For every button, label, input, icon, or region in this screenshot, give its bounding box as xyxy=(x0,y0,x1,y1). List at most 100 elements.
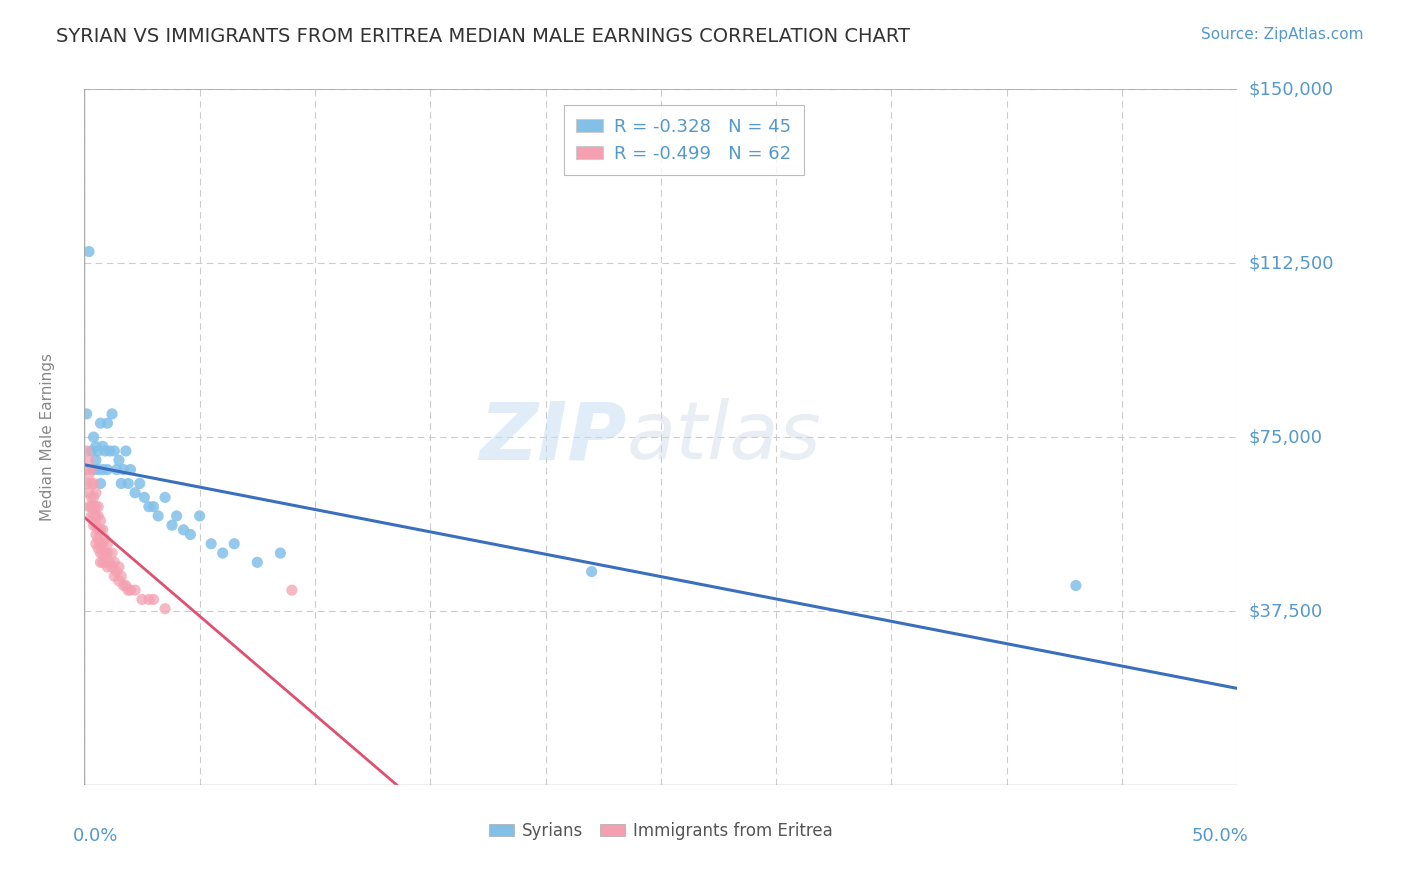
Point xyxy=(84,500,107,514)
Point xyxy=(87,462,110,476)
Point xyxy=(83,491,105,505)
Point xyxy=(112,462,135,476)
Point xyxy=(87,500,110,514)
Point xyxy=(77,244,100,259)
Point xyxy=(124,485,146,500)
Point xyxy=(89,514,111,528)
Point xyxy=(115,578,138,592)
Point xyxy=(80,476,103,491)
Text: 50.0%: 50.0% xyxy=(1192,827,1249,845)
Point xyxy=(80,462,103,476)
Point xyxy=(84,537,107,551)
Point xyxy=(77,453,100,467)
Point xyxy=(153,601,176,615)
Point xyxy=(112,578,135,592)
Point xyxy=(98,555,121,569)
Point xyxy=(80,508,103,523)
Text: Source: ZipAtlas.com: Source: ZipAtlas.com xyxy=(1201,27,1364,42)
Point xyxy=(96,546,118,560)
Point xyxy=(153,491,176,505)
Point xyxy=(101,546,124,560)
Point xyxy=(87,541,110,556)
Text: ZIP: ZIP xyxy=(479,398,626,476)
Point xyxy=(84,508,107,523)
Point xyxy=(138,500,160,514)
Point xyxy=(87,523,110,537)
Point xyxy=(80,491,103,505)
Point xyxy=(128,476,150,491)
Legend: Syrians, Immigrants from Eritrea: Syrians, Immigrants from Eritrea xyxy=(482,815,839,847)
Point xyxy=(76,407,98,421)
Point xyxy=(91,439,114,453)
Point xyxy=(101,560,124,574)
Text: 0.0%: 0.0% xyxy=(73,827,118,845)
Point xyxy=(131,592,153,607)
Point xyxy=(138,592,160,607)
Point xyxy=(89,476,111,491)
Point xyxy=(173,523,195,537)
Point xyxy=(142,592,165,607)
Point xyxy=(84,518,107,533)
Point xyxy=(89,546,111,560)
Point xyxy=(84,453,107,467)
Point xyxy=(117,476,139,491)
Point xyxy=(77,467,100,482)
Point xyxy=(91,537,114,551)
Point xyxy=(1064,578,1087,592)
Point xyxy=(146,508,169,523)
Point xyxy=(246,555,269,569)
Text: $112,500: $112,500 xyxy=(1249,254,1334,272)
Point xyxy=(83,518,105,533)
Point xyxy=(101,407,124,421)
Point xyxy=(160,518,183,533)
Point xyxy=(94,532,117,546)
Point xyxy=(76,476,98,491)
Point xyxy=(77,500,100,514)
Point xyxy=(89,537,111,551)
Point xyxy=(98,444,121,458)
Point xyxy=(87,444,110,458)
Text: atlas: atlas xyxy=(626,398,821,476)
Point xyxy=(96,462,118,476)
Point xyxy=(91,555,114,569)
Point xyxy=(96,537,118,551)
Point xyxy=(84,439,107,453)
Point xyxy=(211,546,233,560)
Point xyxy=(110,476,132,491)
Point xyxy=(108,574,131,588)
Point xyxy=(103,569,125,583)
Point xyxy=(179,527,201,541)
Point xyxy=(80,444,103,458)
Point xyxy=(142,500,165,514)
Point xyxy=(105,462,128,476)
Point xyxy=(96,560,118,574)
Point xyxy=(105,565,128,579)
Point xyxy=(83,500,105,514)
Point xyxy=(120,583,142,598)
Point xyxy=(96,416,118,430)
Point xyxy=(269,546,291,560)
Point xyxy=(103,555,125,569)
Point xyxy=(103,444,125,458)
Point xyxy=(108,453,131,467)
Point xyxy=(89,555,111,569)
Point xyxy=(87,508,110,523)
Point xyxy=(134,491,156,505)
Point xyxy=(117,583,139,598)
Point xyxy=(83,430,105,444)
Point xyxy=(83,476,105,491)
Text: SYRIAN VS IMMIGRANTS FROM ERITREA MEDIAN MALE EARNINGS CORRELATION CHART: SYRIAN VS IMMIGRANTS FROM ERITREA MEDIAN… xyxy=(56,27,910,45)
Point xyxy=(84,527,107,541)
Point xyxy=(94,555,117,569)
Point xyxy=(91,462,114,476)
Point xyxy=(83,508,105,523)
Point xyxy=(76,462,98,476)
Point xyxy=(108,560,131,574)
Text: $37,500: $37,500 xyxy=(1249,602,1323,620)
Point xyxy=(115,444,138,458)
Point xyxy=(188,508,211,523)
Point xyxy=(80,500,103,514)
Point xyxy=(77,485,100,500)
Point xyxy=(94,546,117,560)
Point xyxy=(76,444,98,458)
